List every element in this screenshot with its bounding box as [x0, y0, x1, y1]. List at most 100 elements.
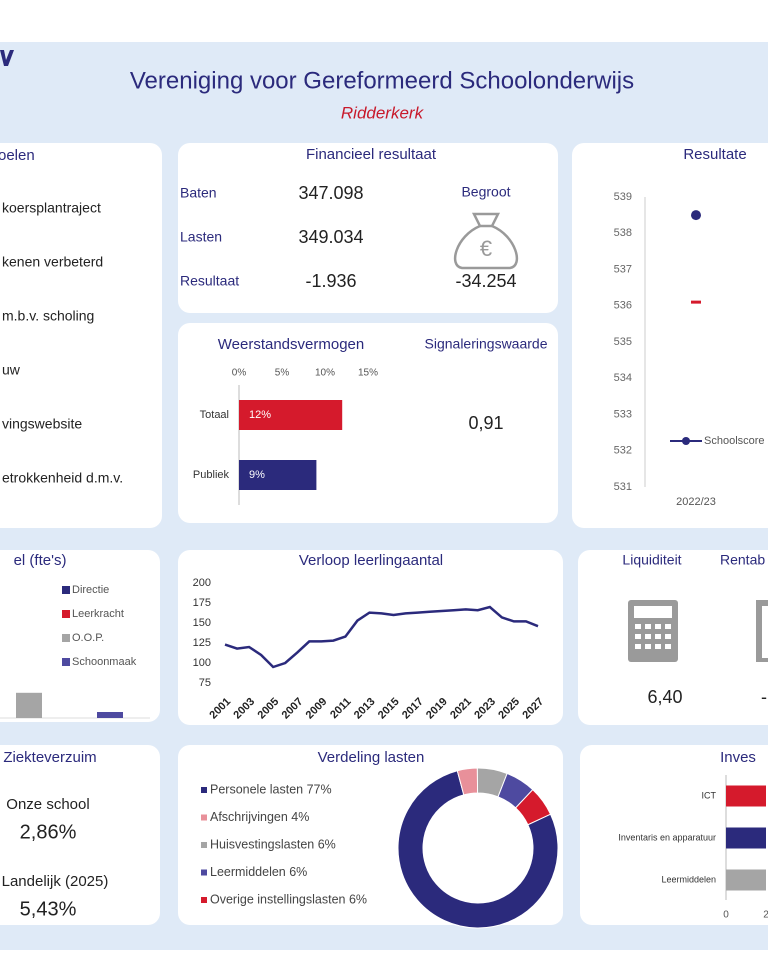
legend-swatch — [62, 658, 70, 666]
legend-swatch — [201, 842, 207, 848]
row-value: 347.098 — [298, 183, 363, 203]
card — [0, 143, 162, 528]
absence-label: Landelijk (2025) — [2, 873, 109, 890]
row-label: Resultaat — [180, 273, 239, 289]
legend-swatch — [201, 869, 207, 876]
page-title: Vereniging voor Gereformeerd Schoolonder… — [130, 67, 634, 94]
legend-swatch — [62, 586, 70, 594]
y-tick-label: 537 — [614, 263, 632, 275]
y-tick-label: 200 — [193, 577, 211, 589]
x-tick-label: 5% — [275, 368, 290, 379]
page-subtitle: Ridderkerk — [341, 103, 425, 122]
category-label: Inventaris en apparatuur — [618, 832, 716, 842]
card-title: Signaleringswaarde — [425, 336, 548, 352]
legend-swatch — [62, 610, 70, 618]
card-title: oelen — [0, 147, 35, 164]
y-tick-label: 538 — [614, 227, 632, 239]
card — [580, 745, 768, 925]
legend-label: Schoonmaak — [72, 656, 137, 668]
legend-label: Leerkracht — [72, 608, 124, 620]
bar — [239, 460, 317, 490]
money-bag-icon: € — [453, 212, 519, 270]
line — [224, 605, 539, 669]
legend-label: Schoolscore — [704, 435, 765, 447]
bar — [239, 400, 343, 430]
category-label: ICT — [702, 790, 717, 800]
y-tick-label: 100 — [193, 657, 211, 669]
absence-value: 5,43% — [20, 898, 77, 920]
chart-title: Weerstandsvermogen — [218, 336, 364, 353]
value-label: 12% — [249, 409, 271, 421]
row-label: Baten — [180, 185, 217, 201]
goal-item: uw — [2, 362, 21, 378]
card — [178, 550, 563, 725]
bar — [726, 827, 766, 849]
y-tick-label: 539 — [614, 191, 632, 203]
donut-slice — [514, 788, 552, 826]
card-title: Financieel resultaat — [306, 146, 437, 163]
y-tick-label: 533 — [614, 408, 632, 420]
legend-swatch — [62, 634, 70, 642]
row-value: 349.034 — [298, 227, 363, 247]
second-value: - — [761, 687, 767, 707]
logo — [0, 50, 14, 66]
x-tick-label: 0 — [723, 910, 729, 921]
y-tick-label: 175 — [193, 597, 211, 609]
chart-title: Verdeling lasten — [318, 749, 425, 766]
legend-swatch — [201, 814, 207, 821]
legend-swatch — [201, 787, 207, 793]
chart-title: el (fte's) — [14, 552, 67, 569]
point — [691, 210, 701, 221]
y-tick-label: 531 — [614, 481, 632, 493]
legend-marker — [682, 437, 690, 445]
card — [178, 143, 558, 313]
svg-text:€: € — [480, 236, 492, 261]
category-label: Publiek — [193, 469, 230, 481]
x-tick-label: 2 — [763, 910, 768, 921]
y-tick-label: 534 — [614, 372, 632, 384]
card — [0, 745, 160, 925]
value-label: 9% — [249, 469, 265, 481]
calculator-icon — [628, 600, 768, 662]
bar — [97, 712, 123, 718]
y-tick-label: 150 — [193, 617, 211, 629]
absence-label: Onze school — [6, 796, 89, 813]
x-tick-label: 0% — [232, 368, 247, 379]
bar — [726, 785, 766, 807]
y-tick-label: 535 — [614, 336, 632, 348]
card-title: Ziekteverzuim — [3, 749, 96, 766]
category-label: Totaal — [200, 409, 229, 421]
chart-title: Verloop leerlingaantal — [299, 552, 443, 569]
legend-label: Directie — [72, 584, 109, 596]
y-tick-label: 75 — [199, 677, 211, 689]
chart-title: Resultate — [683, 146, 746, 163]
legend-label: Personele lasten 77% — [210, 782, 332, 796]
x-tick-label: 10% — [315, 368, 335, 379]
legend-label: Afschrijvingen 4% — [210, 810, 309, 824]
card — [0, 550, 160, 722]
donut-slice — [397, 770, 559, 929]
y-tick-label: 125 — [193, 637, 211, 649]
card-title: Liquiditeit — [622, 552, 681, 568]
y-tick-label: 532 — [614, 445, 632, 457]
legend-swatch — [201, 897, 207, 903]
legend-label: Huisvestingslasten 6% — [210, 837, 336, 851]
goal-item: kenen verbeterd — [2, 254, 103, 270]
card-title: Rentab — [720, 552, 765, 568]
chart-title: Inves — [720, 749, 756, 766]
goal-item: m.b.v. scholing — [2, 308, 94, 324]
bar — [16, 692, 42, 718]
legend-label: Leermiddelen 6% — [210, 865, 307, 879]
row-label: Lasten — [180, 229, 222, 245]
card — [572, 143, 768, 528]
category-label: Leermiddelen — [661, 874, 716, 884]
absence-value: 2,86% — [20, 821, 77, 843]
x-tick-label: 2022/23 — [676, 496, 716, 508]
budget-value: -34.254 — [455, 271, 516, 291]
y-tick-label: 536 — [614, 300, 632, 312]
goal-item: vingswebsite — [2, 416, 82, 432]
goal-item: koersplantraject — [2, 200, 101, 216]
bar — [726, 869, 766, 891]
signal-value: 0,91 — [468, 413, 503, 433]
